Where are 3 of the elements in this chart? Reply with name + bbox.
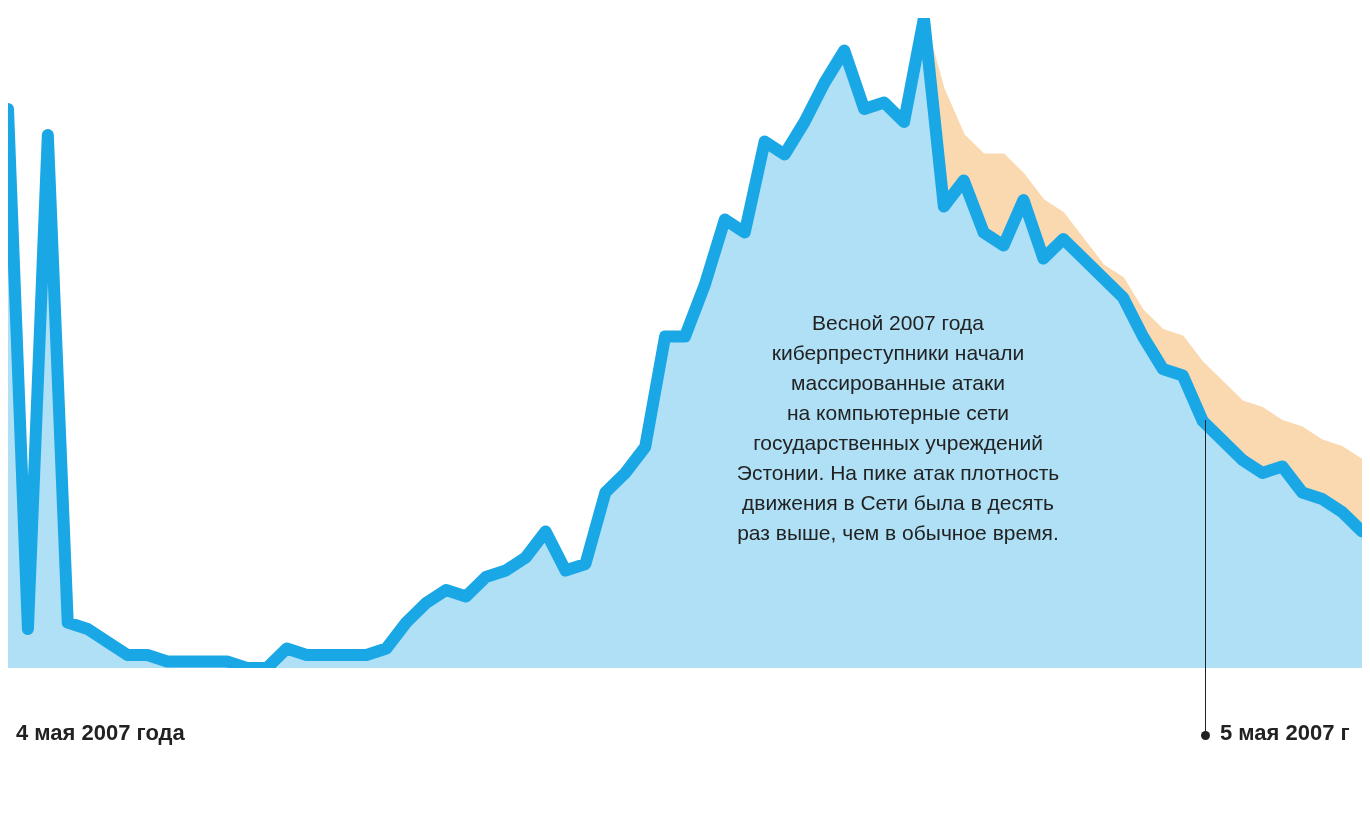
- text: 5 мая 2007 г: [1220, 720, 1350, 745]
- text: 4 мая 2007 года: [16, 720, 185, 746]
- annotation: Весной 2007 года киберпреступники начали массированные атаки на компьютерные сети государственных учреждений Эстонии. На пике атак плотность движения в Сети была в десять раз выше, чем в обычное время.: [735, 310, 1061, 546]
